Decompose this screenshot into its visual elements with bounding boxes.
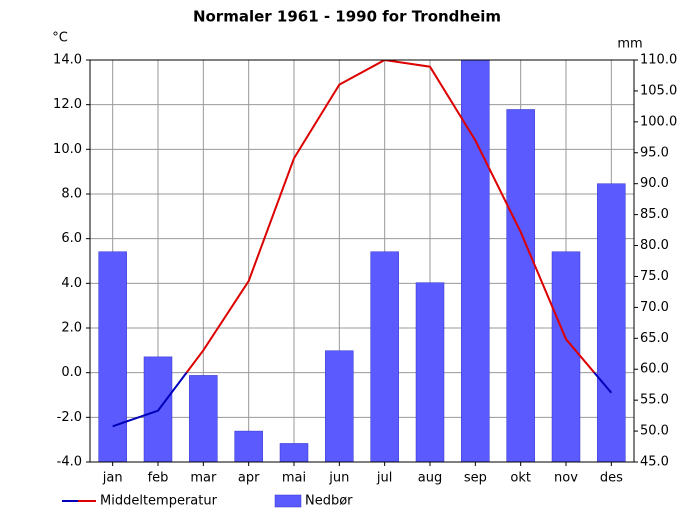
y2-tick-label: 75.0 [640, 269, 669, 284]
y2-tick-label: 85.0 [640, 207, 669, 222]
bar [461, 60, 490, 462]
x-tick-label: feb [148, 471, 169, 486]
y2-tick-label: 65.0 [640, 331, 669, 346]
bar [234, 430, 263, 462]
y2-tick-label: 60.0 [640, 362, 669, 377]
x-tick-label: jun [328, 471, 349, 486]
bar [415, 282, 445, 462]
y2-tick-label: 70.0 [640, 300, 669, 315]
line [112, 60, 613, 428]
x-tick-label: des [600, 471, 623, 486]
legend-label: Middeltemperatur [100, 494, 218, 509]
chart-title: Normaler 1961 - 1990 for Trondheim [193, 8, 501, 26]
bar [551, 251, 581, 462]
bar [597, 183, 626, 462]
y2-tick-label: 110.0 [640, 53, 677, 68]
y-axis-label: °C [52, 31, 68, 46]
bar [279, 443, 309, 462]
legend-swatch [274, 494, 302, 508]
plot-area [90, 60, 634, 462]
y2-tick-label: 55.0 [640, 393, 669, 408]
x-tick-label: okt [510, 471, 531, 486]
legend-label: Nedbør [305, 494, 353, 509]
x-tick-label: jul [376, 471, 392, 486]
x-tick-label: aug [418, 471, 442, 486]
y2-tick-label: 45.0 [640, 455, 669, 470]
y-tick-label: 8.0 [61, 187, 82, 202]
y2-tick-label: 105.0 [640, 83, 677, 98]
bar [98, 251, 127, 462]
x-tick-label: mar [190, 471, 217, 486]
x-tick-label: nov [554, 471, 578, 486]
x-tick-label: jan [102, 471, 123, 486]
y-tick-label: 0.0 [61, 365, 82, 380]
plot-border [89, 59, 635, 463]
bar [189, 375, 218, 462]
y2-tick-label: 95.0 [640, 145, 669, 160]
y-tick-label: 4.0 [61, 276, 82, 291]
y-tick-label: -4.0 [57, 455, 82, 470]
y2-tick-label: 80.0 [640, 238, 669, 253]
x-tick-label: mai [282, 471, 306, 486]
y2-tick-label: 90.0 [640, 176, 669, 191]
y-tick-label: 12.0 [53, 97, 82, 112]
y-tick-label: 2.0 [61, 321, 82, 336]
bar [325, 350, 354, 462]
bar [506, 109, 535, 462]
bar [370, 251, 399, 462]
x-tick-label: apr [238, 471, 260, 486]
y-tick-label: 6.0 [61, 231, 82, 246]
y-tick-label: 14.0 [53, 53, 82, 68]
y2-axis-label: mm [617, 37, 642, 52]
y2-tick-label: 50.0 [640, 424, 669, 439]
series-layer [98, 60, 626, 462]
x-tick-label: sep [464, 471, 487, 486]
y-tick-label: -2.0 [57, 410, 82, 425]
y-tick-label: 10.0 [53, 142, 82, 157]
y2-tick-label: 100.0 [640, 114, 677, 129]
